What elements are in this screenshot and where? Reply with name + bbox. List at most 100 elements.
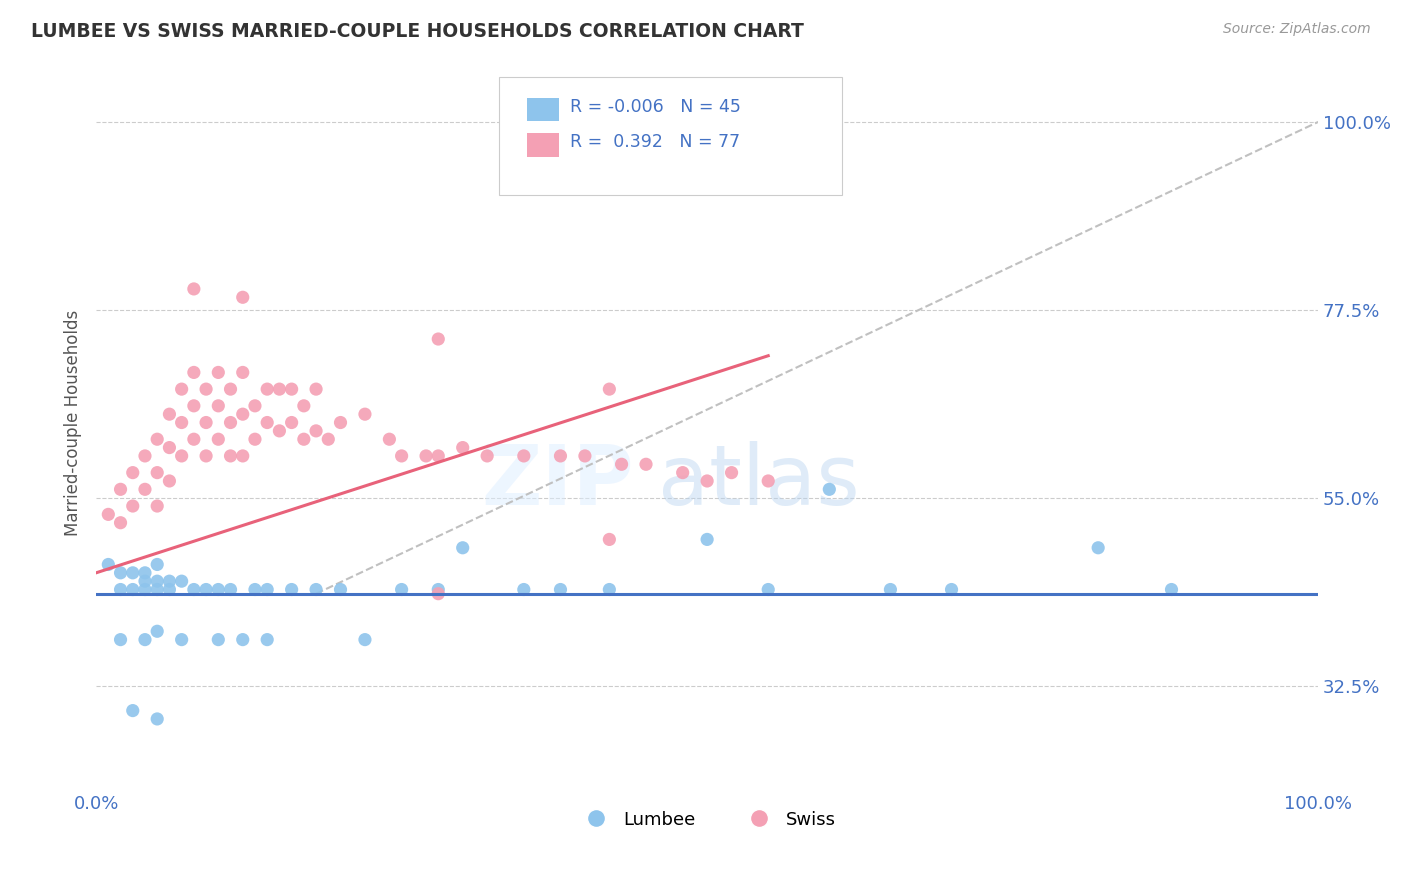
Point (269, 424, 291, 438)
Point (427, 582, 450, 597)
Text: LUMBEE VS SWISS MARRIED-COUPLE HOUSEHOLDS CORRELATION CHART: LUMBEE VS SWISS MARRIED-COUPLE HOUSEHOLD… (31, 22, 804, 41)
Point (941, 582, 963, 597)
Point (391, 449, 413, 463)
Point (427, 587, 450, 601)
Point (316, 432, 339, 446)
Point (598, 533, 620, 547)
Point (720, 466, 742, 480)
Point (329, 582, 352, 597)
Bar (527, 98, 560, 121)
Point (232, 290, 254, 304)
Point (427, 449, 450, 463)
Text: Source: ZipAtlas.com: Source: ZipAtlas.com (1223, 22, 1371, 37)
Point (280, 416, 302, 430)
Point (110, 566, 132, 580)
Point (183, 399, 205, 413)
Point (134, 483, 156, 497)
Point (756, 474, 779, 488)
Point (207, 632, 229, 647)
Point (243, 432, 266, 446)
Point (134, 574, 156, 589)
Y-axis label: Married-couple Households: Married-couple Households (65, 310, 82, 536)
Point (879, 582, 901, 597)
Point (134, 566, 156, 580)
Point (157, 582, 180, 597)
Text: R =  0.392   N = 77: R = 0.392 N = 77 (571, 133, 741, 151)
Point (195, 382, 218, 396)
Point (219, 582, 242, 597)
Point (256, 582, 278, 597)
Point (183, 582, 205, 597)
Point (280, 382, 302, 396)
Point (256, 632, 278, 647)
Point (157, 407, 180, 421)
Point (157, 474, 180, 488)
Point (121, 499, 143, 513)
Point (574, 449, 596, 463)
Point (292, 399, 315, 413)
Point (756, 582, 779, 597)
Point (634, 457, 657, 471)
Point (475, 449, 498, 463)
Point (232, 632, 254, 647)
Legend: Lumbee, Swiss: Lumbee, Swiss (571, 804, 844, 836)
Point (110, 582, 132, 597)
Point (672, 466, 695, 480)
Point (183, 366, 205, 380)
Bar (527, 133, 560, 156)
FancyBboxPatch shape (499, 78, 842, 194)
Point (256, 382, 278, 396)
Point (146, 499, 169, 513)
Point (97, 558, 120, 572)
Point (1087, 541, 1109, 555)
Point (513, 449, 536, 463)
Text: R = -0.006   N = 45: R = -0.006 N = 45 (571, 97, 741, 116)
Point (183, 282, 205, 296)
Point (219, 449, 242, 463)
Point (121, 582, 143, 597)
Point (146, 712, 169, 726)
Point (121, 704, 143, 718)
Point (329, 416, 352, 430)
Point (243, 582, 266, 597)
Point (415, 449, 437, 463)
Point (121, 466, 143, 480)
Point (195, 416, 218, 430)
Point (513, 582, 536, 597)
Point (305, 424, 328, 438)
Point (146, 432, 169, 446)
Point (451, 441, 474, 455)
Point (391, 582, 413, 597)
Point (256, 416, 278, 430)
Point (134, 449, 156, 463)
Point (269, 382, 291, 396)
Point (305, 582, 328, 597)
Point (207, 399, 229, 413)
Point (427, 332, 450, 346)
Point (550, 582, 572, 597)
Point (110, 483, 132, 497)
Point (696, 474, 718, 488)
Point (195, 449, 218, 463)
Point (207, 366, 229, 380)
Point (110, 516, 132, 530)
Point (354, 632, 377, 647)
Point (292, 432, 315, 446)
Point (232, 407, 254, 421)
Point (146, 466, 169, 480)
Text: atlas: atlas (658, 441, 860, 522)
Point (818, 483, 841, 497)
Point (207, 582, 229, 597)
Point (232, 449, 254, 463)
Point (170, 416, 193, 430)
Point (243, 399, 266, 413)
Point (110, 632, 132, 647)
Point (146, 624, 169, 639)
Point (219, 416, 242, 430)
Point (195, 582, 218, 597)
Point (157, 441, 180, 455)
Point (134, 582, 156, 597)
Point (219, 382, 242, 396)
Point (170, 382, 193, 396)
Point (354, 407, 377, 421)
